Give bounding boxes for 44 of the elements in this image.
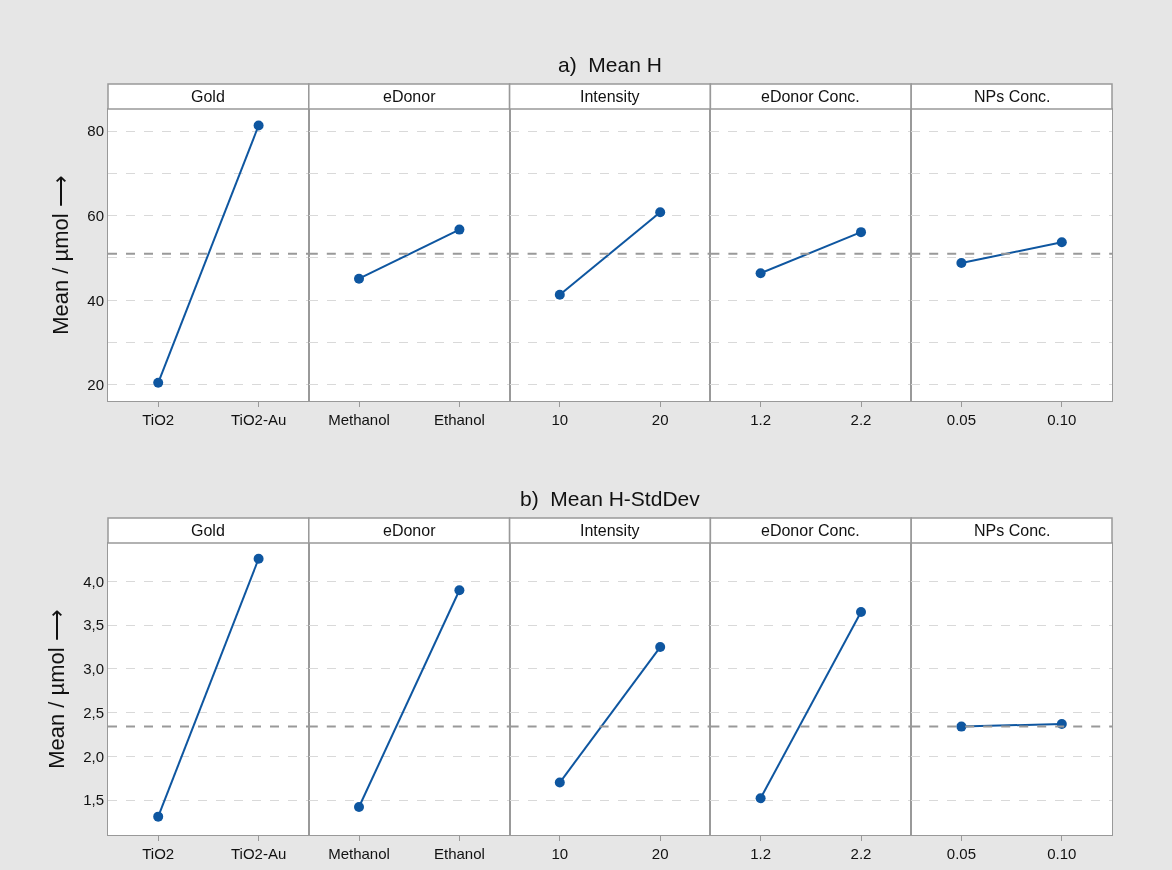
x-tick-label: 10 — [551, 411, 569, 428]
x-tick-label: TiO2 — [142, 845, 175, 862]
y-tick-label: 2,0 — [83, 747, 104, 765]
x-tick-label: 0.10 — [1047, 411, 1077, 428]
x-tick-label: Methanol — [328, 845, 390, 862]
x-tick-label: 0.10 — [1047, 845, 1077, 862]
y-tick-label: 2,5 — [83, 703, 104, 721]
y-tick-label: 60 — [87, 206, 104, 224]
x-tick-label: Ethanol — [433, 411, 485, 428]
x-tick-label: 20 — [651, 845, 669, 862]
chart-title: Intensity — [580, 88, 640, 105]
text: a) Mean H — [558, 53, 662, 76]
chart-title: eDonor Conc. — [761, 522, 860, 539]
chart-title: Gold — [191, 522, 225, 539]
x-tick-label: 1.2 — [750, 845, 772, 862]
x-tick-label: TiO2-Au — [230, 845, 287, 862]
x-tick-label: 20 — [651, 411, 669, 428]
x-tick-label: 1.2 — [750, 411, 772, 428]
chart-title: eDonor — [383, 88, 437, 105]
chart-title: eDonor — [383, 522, 437, 539]
y-axis-title: Mean / µmol ⟶ — [43, 609, 69, 769]
y-tick-label: 4,0 — [83, 572, 104, 590]
y-tick-label: 3,0 — [83, 660, 104, 678]
chart-title: Intensity — [580, 522, 640, 539]
chart-title: NPs Conc. — [974, 88, 1051, 105]
chart-title: NPs Conc. — [974, 522, 1051, 539]
x-tick-label: 2.2 — [850, 411, 872, 428]
x-tick-label: Ethanol — [433, 845, 485, 862]
y-axis-title: Mean / µmol ⟶ — [48, 175, 74, 335]
chart-title: Gold — [191, 88, 225, 105]
x-tick-label: 0.05 — [946, 845, 976, 862]
x-tick-label: 10 — [551, 845, 569, 862]
x-tick-label: TiO2-Au — [230, 411, 287, 428]
text: b) Mean H-StdDev — [520, 487, 701, 510]
y-tick-label: 80 — [87, 122, 104, 140]
x-tick-label: 2.2 — [850, 845, 872, 862]
y-tick-label: 1,5 — [83, 791, 104, 809]
y-tick-label: 20 — [87, 376, 104, 394]
y-tick-label: 3,5 — [83, 616, 104, 634]
y-tick-label: 40 — [87, 291, 104, 309]
chart-title: eDonor Conc. — [761, 88, 860, 105]
x-tick-label: TiO2 — [142, 411, 175, 428]
x-tick-label: 0.05 — [946, 411, 976, 428]
x-tick-label: Methanol — [328, 411, 390, 428]
